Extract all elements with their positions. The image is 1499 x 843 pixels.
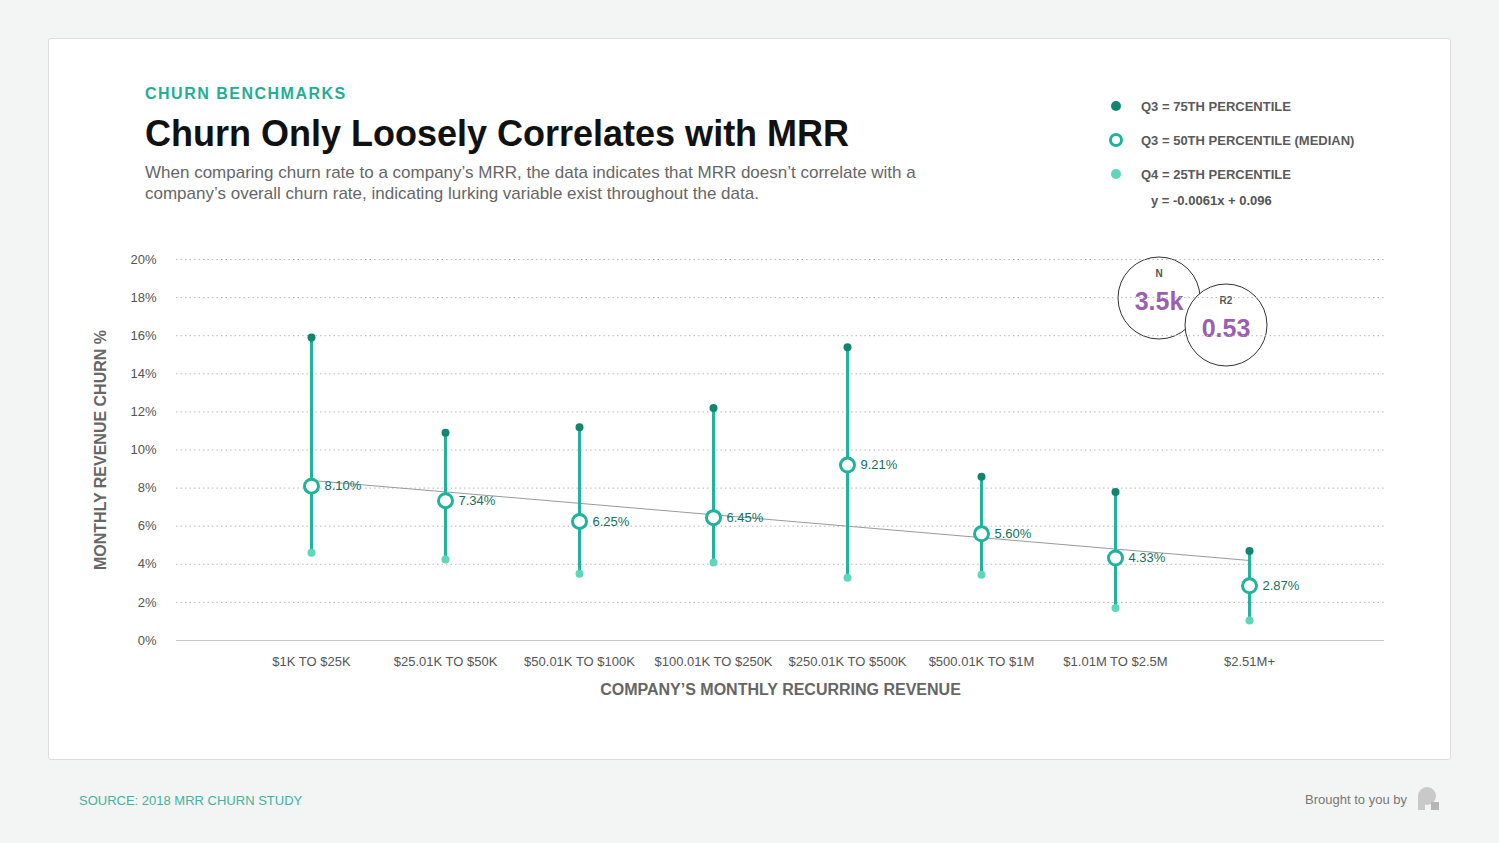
svg-text:6%: 6% [138, 518, 157, 533]
svg-text:5.60%: 5.60% [995, 526, 1032, 541]
html-text:Q3 = 50TH PERCENTILE (MEDIAN): Q3 = 50TH PERCENTILE (MEDIAN) [1141, 132, 1355, 148]
svg-text:6.45%: 6.45% [727, 510, 764, 525]
html-text:When comparing churn rate to a: When comparing churn rate to a company’s… [145, 163, 916, 203]
svg-text:10%: 10% [130, 442, 156, 457]
html-text:Q3 = 75TH PERCENTILE: Q3 = 75TH PERCENTILE [1141, 98, 1291, 114]
svg-text:$1.01M TO $2.5M: $1.01M TO $2.5M [1063, 654, 1167, 669]
svg-text:$2.51M+: $2.51M+ [1224, 654, 1275, 669]
svg-text:$25.01K TO $50K: $25.01K TO $50K [394, 654, 498, 669]
html-text:y = -0.0061x + 0.096: y = -0.0061x + 0.096 [1151, 193, 1272, 208]
svg-text:16%: 16% [130, 328, 156, 343]
svg-text:N: N [1155, 268, 1162, 279]
svg-text:R2: R2 [1220, 295, 1233, 306]
svg-text:7.34%: 7.34% [459, 493, 496, 508]
svg-text:20%: 20% [130, 252, 156, 267]
svg-text:0.53: 0.53 [1202, 314, 1251, 342]
svg-text:8%: 8% [138, 480, 157, 495]
svg-text:2%: 2% [138, 595, 157, 610]
svg-text:$1K TO $25K: $1K TO $25K [272, 654, 351, 669]
svg-text:0%: 0% [138, 633, 157, 648]
html-text:Q4 = 25TH PERCENTILE: Q4 = 25TH PERCENTILE [1141, 166, 1291, 182]
svg-text:2.87%: 2.87% [1263, 578, 1300, 593]
svg-text:$50.01K TO $100K: $50.01K TO $100K [524, 654, 635, 669]
svg-text:$250.01K TO $500K: $250.01K TO $500K [788, 654, 906, 669]
svg-text:MONTHLY REVENUE CHURN %: MONTHLY REVENUE CHURN % [92, 330, 109, 570]
html-text:Brought to you by: Brought to you by [1305, 792, 1407, 807]
svg-text:9.21%: 9.21% [861, 457, 898, 472]
svg-text:12%: 12% [130, 404, 156, 419]
svg-text:4%: 4% [138, 556, 157, 571]
html-text:SOURCE: 2018 MRR CHURN STUDY: SOURCE: 2018 MRR CHURN STUDY [79, 793, 303, 808]
svg-text:$500.01K TO $1M: $500.01K TO $1M [929, 654, 1035, 669]
svg-text:COMPANY’S MONTHLY RECURRING RE: COMPANY’S MONTHLY RECURRING REVENUE [600, 681, 961, 698]
html-text:Churn Only Loosely Correlates: Churn Only Loosely Correlates with MRR [145, 113, 850, 154]
svg-text:4.33%: 4.33% [1129, 550, 1166, 565]
svg-text:14%: 14% [130, 366, 156, 381]
svg-text:8.10%: 8.10% [325, 478, 362, 493]
html-text:CHURN BENCHMARKS: CHURN BENCHMARKS [145, 85, 347, 102]
svg-text:3.5k: 3.5k [1135, 287, 1184, 315]
svg-text:$100.01K TO $250K: $100.01K TO $250K [654, 654, 772, 669]
svg-text:18%: 18% [130, 290, 156, 305]
svg-text:6.25%: 6.25% [593, 514, 630, 529]
